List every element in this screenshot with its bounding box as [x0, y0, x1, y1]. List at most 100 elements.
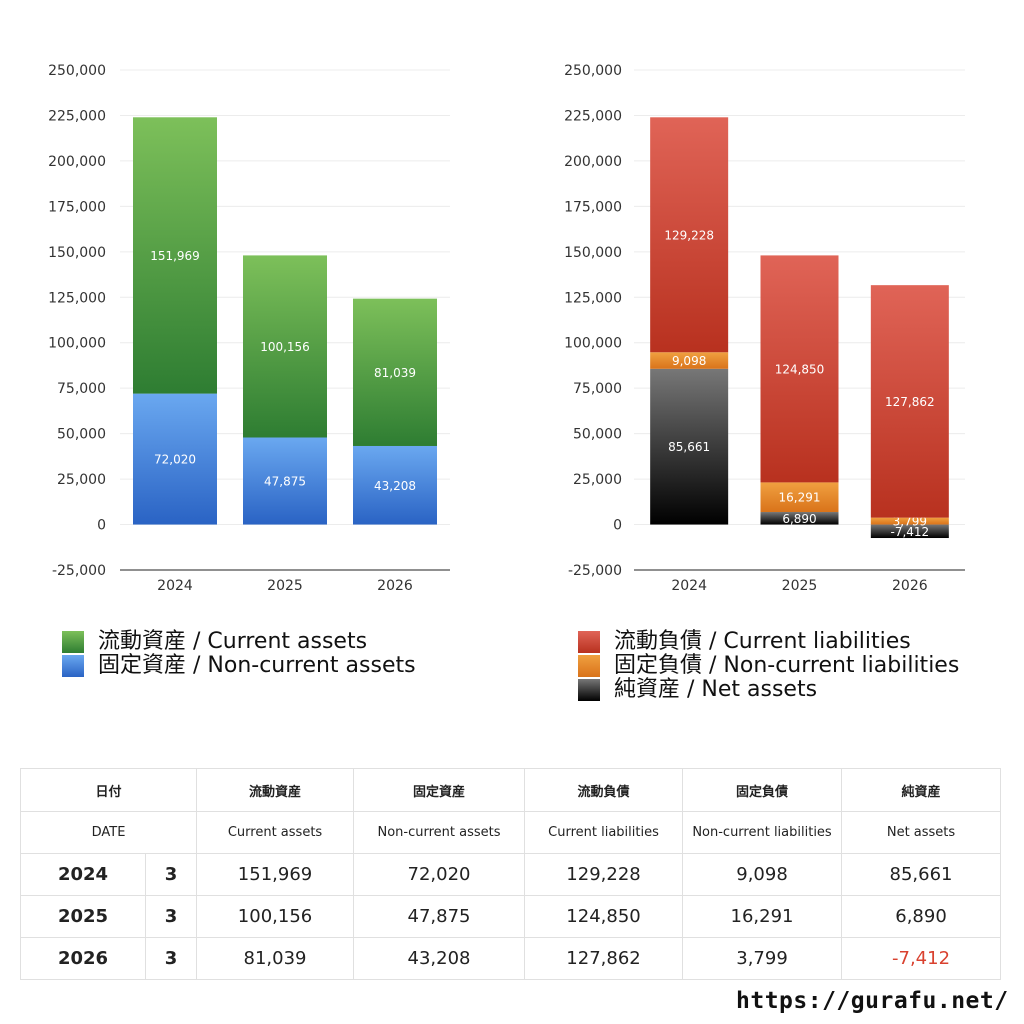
y-tick-label: 125,000 — [564, 290, 622, 306]
cell-noncurrent-liabilities: 3,799 — [682, 937, 843, 980]
bar-segment — [353, 298, 437, 446]
legend-label: 流動負債 / Current liabilities — [614, 629, 911, 654]
data-label: 127,862 — [885, 395, 935, 409]
bar-segment — [650, 352, 729, 369]
legend-swatch — [62, 655, 84, 677]
y-tick-label: 100,000 — [48, 336, 106, 352]
legend-label: 固定資産 / Non-current assets — [98, 653, 416, 678]
x-tick-label: 2026 — [377, 578, 413, 594]
y-tick-label: 50,000 — [57, 427, 106, 443]
y-tick-label: 0 — [97, 518, 106, 534]
cell-current-assets: 81,039 — [196, 937, 355, 980]
y-tick-label: 75,000 — [57, 381, 106, 397]
data-label: 43,208 — [374, 479, 416, 493]
bar-segment — [870, 517, 949, 525]
x-tick-label: 2024 — [157, 578, 193, 594]
header-noncurrent-liabilities-en: Non-current liabilities — [682, 811, 843, 854]
cell-net-assets: 6,890 — [841, 895, 1002, 938]
legend-label: 純資産 / Net assets — [614, 677, 818, 702]
data-label: 85,661 — [668, 440, 710, 454]
y-tick-label: -25,000 — [52, 563, 106, 579]
data-label: 3,799 — [893, 515, 927, 529]
y-tick-label: 175,000 — [564, 199, 622, 215]
header-date-en: DATE — [19, 811, 198, 854]
y-tick-label: 75,000 — [573, 381, 622, 397]
cell-year: 2026 — [20, 937, 146, 980]
bar-segment — [760, 255, 839, 483]
cell-noncurrent-liabilities: 9,098 — [682, 853, 843, 896]
legend-swatch — [578, 655, 600, 677]
y-tick-label: 50,000 — [573, 427, 622, 443]
header-noncurrent-assets-en: Non-current assets — [353, 811, 526, 854]
liabilities-legend: 流動負債 / Current liabilities 固定負債 / Non-cu… — [578, 630, 959, 702]
site-url[interactable]: https://gurafu.net/ — [736, 988, 1009, 1014]
assets-legend: 流動資産 / Current assets 固定資産 / Non-current… — [62, 630, 416, 678]
y-tick-label: 225,000 — [564, 108, 622, 124]
bar-segment — [760, 512, 839, 525]
cell-current-assets: 100,156 — [196, 895, 355, 938]
data-label: 6,890 — [782, 512, 816, 526]
cell-current-assets: 151,969 — [196, 853, 355, 896]
bar-segment — [650, 368, 729, 525]
header-current-liabilities: 流動負債 — [524, 768, 684, 812]
y-tick-label: 25,000 — [573, 472, 622, 488]
y-tick-label: 125,000 — [48, 290, 106, 306]
cell-month: 3 — [144, 895, 198, 938]
table-header-en: DATE Current assets Non-current assets C… — [19, 811, 1002, 854]
cell-noncurrent-assets: 72,020 — [353, 853, 526, 896]
assets-chart: -25,000 0 25,000 50,000 75,000 100,000 125,000… — [48, 63, 450, 594]
data-label: 100,156 — [260, 340, 310, 354]
x-tick-label: 2024 — [671, 578, 707, 594]
x-tick-label: 2025 — [782, 578, 818, 594]
data-label: 124,850 — [775, 362, 825, 376]
data-label: 16,291 — [779, 491, 821, 505]
cell-noncurrent-liabilities: 16,291 — [682, 895, 843, 938]
legend-swatch — [578, 679, 600, 701]
y-tick-label: 175,000 — [48, 199, 106, 215]
cell-current-liabilities: 127,862 — [524, 937, 684, 980]
bar-segment — [133, 393, 217, 525]
y-tick-label: 250,000 — [564, 63, 622, 79]
data-label: 151,969 — [150, 249, 200, 263]
data-label: 81,039 — [374, 366, 416, 380]
cell-noncurrent-assets: 47,875 — [353, 895, 526, 938]
legend-item-current-assets: 流動資産 / Current assets — [62, 630, 416, 654]
legend-item-net-assets: 純資産 / Net assets — [578, 678, 959, 702]
legend-swatch — [578, 631, 600, 653]
y-tick-label: 200,000 — [48, 154, 106, 170]
cell-month: 3 — [144, 853, 198, 896]
header-noncurrent-liabilities: 固定負債 — [682, 768, 843, 812]
y-tick-label: -25,000 — [568, 563, 622, 579]
y-tick-label: 150,000 — [48, 245, 106, 261]
legend-swatch — [62, 631, 84, 653]
bar-segment — [870, 285, 949, 518]
data-label: 72,020 — [154, 453, 196, 467]
legend-item-noncurrent-liabilities: 固定負債 / Non-current liabilities — [578, 654, 959, 678]
table-row: 2025 3 100,156 47,875 124,850 16,291 6,8… — [20, 895, 1002, 938]
liabilities-chart: -25,000 0 25,000 50,000 75,000 100,000 125,000… — [564, 63, 965, 594]
cell-current-liabilities: 129,228 — [524, 853, 684, 896]
header-net-assets: 純資産 — [841, 768, 1002, 812]
table-header-jp: 日付 流動資産 固定資産 流動負債 固定負債 純資産 — [19, 768, 1002, 812]
y-tick-label: 225,000 — [48, 108, 106, 124]
header-current-assets-en: Current assets — [196, 811, 355, 854]
cell-month: 3 — [144, 937, 198, 980]
data-label: 47,875 — [264, 475, 306, 489]
bar-segment — [133, 117, 217, 394]
y-tick-label: 150,000 — [564, 245, 622, 261]
bar-segment — [760, 482, 839, 513]
table-row: 2026 3 81,039 43,208 127,862 3,799 -7,41… — [20, 937, 1002, 980]
bar-segment — [870, 524, 949, 539]
data-label: -7,412 — [890, 525, 929, 539]
y-tick-label: 25,000 — [57, 472, 106, 488]
header-date: 日付 — [19, 768, 198, 812]
y-tick-label: 100,000 — [564, 336, 622, 352]
cell-net-assets: -7,412 — [841, 937, 1002, 980]
bar-segment — [243, 255, 327, 438]
header-net-assets-en: Net assets — [841, 811, 1002, 854]
y-tick-label: 0 — [613, 518, 622, 534]
cell-noncurrent-assets: 43,208 — [353, 937, 526, 980]
y-tick-label: 250,000 — [48, 63, 106, 79]
header-current-assets: 流動資産 — [196, 768, 355, 812]
x-tick-label: 2025 — [267, 578, 303, 594]
